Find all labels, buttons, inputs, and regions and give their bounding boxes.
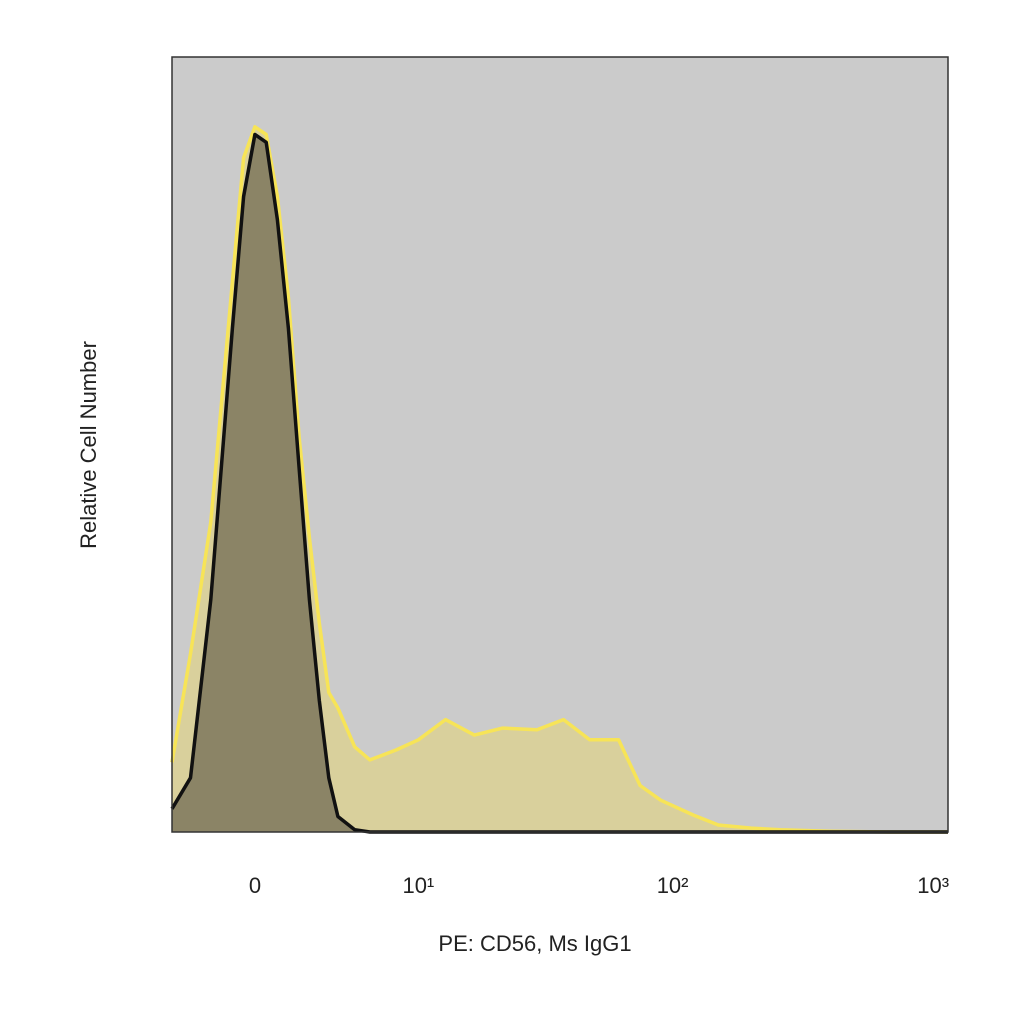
histogram-line	[170, 125, 948, 834]
x-tick-label: 10³	[917, 873, 949, 898]
histogram-fill	[172, 134, 948, 832]
y-axis-label: Relative Cell Number	[76, 341, 101, 549]
plot-frame	[171, 56, 949, 833]
x-axis-label: PE: CD56, Ms IgG1	[438, 931, 631, 956]
x-tick-label: 10¹	[402, 873, 434, 898]
x-tick-label: 0	[249, 873, 261, 898]
x-tick-label: 10²	[657, 873, 689, 898]
